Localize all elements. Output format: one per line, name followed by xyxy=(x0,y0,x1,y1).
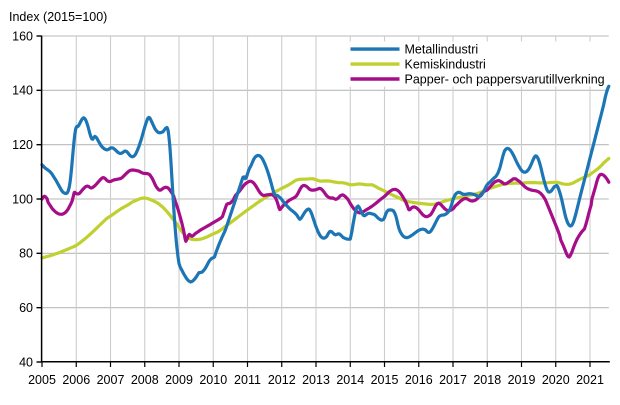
svg-text:80: 80 xyxy=(19,247,33,261)
svg-text:Metallindustri: Metallindustri xyxy=(405,42,479,56)
svg-text:2016: 2016 xyxy=(405,373,433,387)
svg-text:2017: 2017 xyxy=(439,373,467,387)
svg-text:Kemiskindustri: Kemiskindustri xyxy=(405,57,486,71)
svg-text:Index (2015=100): Index (2015=100) xyxy=(9,10,107,24)
svg-text:2019: 2019 xyxy=(508,373,536,387)
svg-text:2020: 2020 xyxy=(542,373,570,387)
svg-text:2008: 2008 xyxy=(131,373,159,387)
svg-text:2005: 2005 xyxy=(28,373,56,387)
svg-text:40: 40 xyxy=(19,355,33,369)
svg-text:160: 160 xyxy=(12,29,33,43)
svg-text:2018: 2018 xyxy=(473,373,501,387)
svg-text:60: 60 xyxy=(19,301,33,315)
svg-text:2012: 2012 xyxy=(268,373,296,387)
svg-text:2009: 2009 xyxy=(165,373,193,387)
svg-text:Papper- och pappersvarutillver: Papper- och pappersvarutillverkning xyxy=(405,72,605,86)
svg-text:2015: 2015 xyxy=(371,373,399,387)
svg-text:2013: 2013 xyxy=(302,373,330,387)
svg-text:2010: 2010 xyxy=(199,373,227,387)
svg-text:2014: 2014 xyxy=(336,373,364,387)
svg-text:2011: 2011 xyxy=(234,373,261,387)
svg-text:140: 140 xyxy=(12,84,33,98)
svg-text:2021: 2021 xyxy=(576,373,604,387)
svg-text:120: 120 xyxy=(12,138,33,152)
svg-text:2006: 2006 xyxy=(62,373,90,387)
svg-text:2007: 2007 xyxy=(97,373,125,387)
svg-text:100: 100 xyxy=(12,192,33,206)
